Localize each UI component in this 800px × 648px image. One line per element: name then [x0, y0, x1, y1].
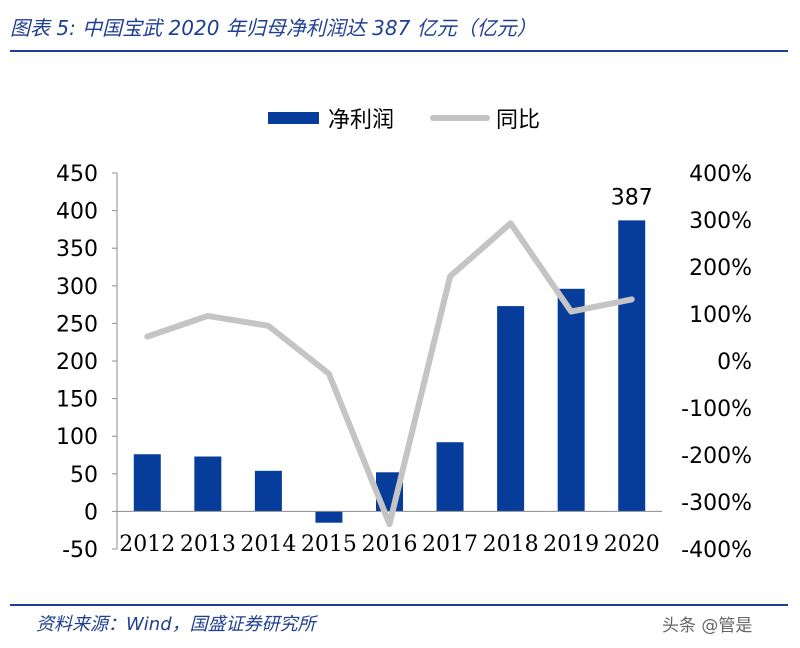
bar-2015	[315, 511, 343, 523]
right-tick-label: -100%	[681, 397, 752, 422]
left-tick-label: 250	[56, 312, 98, 337]
yoy-point-2015	[328, 373, 330, 375]
bar-2013	[194, 456, 222, 512]
yoy-point-2013	[207, 315, 209, 317]
x-tick-label: 2014	[240, 532, 296, 557]
left-tick-label: 400	[56, 200, 98, 225]
source-note: 资料来源：Wind，国盛证券研究所	[36, 614, 316, 635]
right-tick-label: -300%	[681, 491, 752, 516]
x-tick-label: 2017	[422, 532, 478, 557]
x-tick-label: 2013	[180, 532, 236, 557]
bar-2018	[497, 306, 525, 512]
watermark: 头条 @管是	[662, 616, 753, 636]
x-tick-label: 2020	[604, 532, 660, 557]
yoy-point-2017	[449, 275, 451, 277]
left-tick-label: 50	[70, 463, 98, 488]
left-tick-label: 450	[56, 162, 98, 187]
data-label-2020: 387	[611, 185, 653, 210]
x-tick-label: 2012	[119, 532, 175, 557]
left-tick-label: 0	[84, 500, 98, 525]
x-tick-label: 2018	[483, 532, 539, 557]
right-tick-label: 200%	[689, 256, 752, 281]
left-tick-label: 150	[56, 388, 98, 413]
legend-label-yoy: 同比	[496, 108, 540, 133]
right-tick-label: 0%	[717, 350, 752, 375]
chart-title: 图表 5: 中国宝武 2020 年归母净利润达 387 亿元（亿元）	[10, 16, 537, 40]
yoy-point-2014	[267, 325, 269, 327]
left-tick-label: 300	[56, 275, 98, 300]
right-tick-label: 100%	[689, 303, 752, 328]
yoy-point-2020	[631, 298, 633, 300]
left-tick-label: -50	[62, 538, 98, 563]
right-tick-label: 300%	[689, 209, 752, 234]
yoy-point-2016	[389, 523, 390, 525]
right-tick-label: 400%	[689, 162, 752, 187]
bar-2017	[436, 442, 464, 512]
right-tick-label: -400%	[681, 538, 752, 563]
x-tick-label: 2016	[362, 532, 418, 557]
left-tick-label: 100	[56, 425, 98, 450]
chart: -50 0 50 100 150 200 250 300 350 400 450 -400% -300%…	[56, 108, 752, 563]
bar-2012	[133, 454, 161, 512]
bar-2020	[618, 220, 646, 512]
x-tick-label: 2019	[543, 532, 599, 557]
source-rule	[10, 604, 788, 606]
left-tick-label: 200	[56, 350, 98, 375]
yoy-point-2012	[146, 336, 148, 338]
bar-2019	[557, 288, 585, 512]
x-tick-label: 2015	[301, 532, 357, 557]
yoy-point-2018	[510, 222, 512, 224]
legend-label-net-profit: 净利润	[328, 108, 394, 133]
left-tick-label: 350	[56, 237, 98, 262]
bar-2014	[254, 470, 282, 512]
legend-swatch-net-profit	[268, 112, 319, 124]
title-rule	[10, 50, 788, 52]
yoy-point-2019	[570, 311, 572, 313]
right-tick-label: -200%	[681, 444, 752, 469]
